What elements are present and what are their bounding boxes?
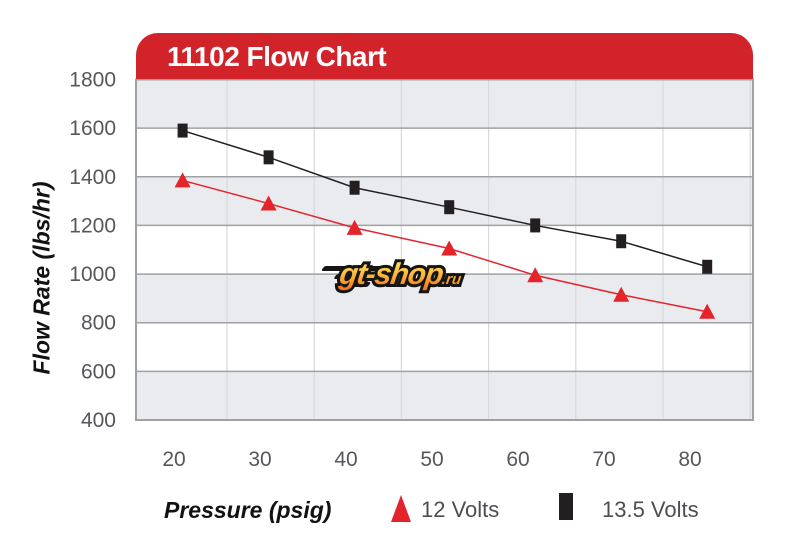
plot-border — [135, 78, 754, 421]
datapoint-12-volts — [260, 195, 277, 211]
plot-band — [136, 371, 753, 420]
datapoint-12-volts — [441, 240, 458, 256]
datapoint-13-5-volts — [177, 123, 188, 138]
x-tick-label: 80 — [678, 448, 701, 471]
datapoint-13-5-volts — [702, 259, 713, 274]
datapoint-13-5-volts — [616, 234, 627, 249]
plot-band — [136, 79, 753, 129]
y-axis-title: Flow Rate (lbs/hr) — [28, 181, 55, 375]
y-tick-label: 1600 — [69, 117, 116, 140]
watermark-text-fill: gt-shop.ru — [337, 258, 463, 291]
chart-title-banner: 11102 Flow Chart — [136, 33, 753, 79]
datapoint-13-5-volts — [444, 200, 455, 215]
x-tick-label: 50 — [420, 448, 443, 471]
datapoint-12-volts — [346, 219, 363, 235]
plot-band — [136, 322, 753, 372]
plot-band — [136, 274, 753, 323]
datapoint-13-5-volts — [349, 180, 360, 195]
watermark-logo: gt-shop.ru gt-shop.ru — [316, 255, 486, 300]
y-tick-label: 1800 — [69, 69, 116, 92]
datapoint-12-volts — [527, 267, 544, 283]
datapoint-13-5-volts — [530, 218, 541, 233]
y-tick-label: 400 — [81, 409, 116, 432]
datapoint-12-volts — [699, 303, 716, 319]
legend-label-12-volts: 12 Volts — [421, 497, 500, 522]
x-tick-label: 60 — [506, 448, 529, 471]
x-tick-label: 70 — [592, 448, 615, 471]
legend-label-13-5-volts: 13.5 Volts — [602, 497, 699, 522]
x-tick-label: 40 — [334, 448, 357, 471]
chart-title: 11102 Flow Chart — [167, 41, 387, 72]
x-tick-label: 30 — [248, 448, 271, 471]
y-tick-label: 600 — [81, 360, 116, 383]
y-tick-label: 1000 — [69, 263, 116, 286]
plot-band — [136, 128, 753, 177]
y-tick-label: 1400 — [69, 166, 116, 189]
legend-square-marker — [559, 493, 573, 520]
y-tick-label: 800 — [81, 312, 116, 335]
legend-triangle-marker — [391, 495, 411, 522]
y-tick-label: 1200 — [69, 214, 116, 237]
datapoint-12-volts — [613, 286, 630, 302]
datapoint-12-volts — [174, 172, 191, 188]
datapoint-13-5-volts — [263, 150, 274, 165]
x-axis-title: Pressure (psig) — [164, 497, 332, 523]
x-tick-label: 20 — [162, 448, 185, 471]
